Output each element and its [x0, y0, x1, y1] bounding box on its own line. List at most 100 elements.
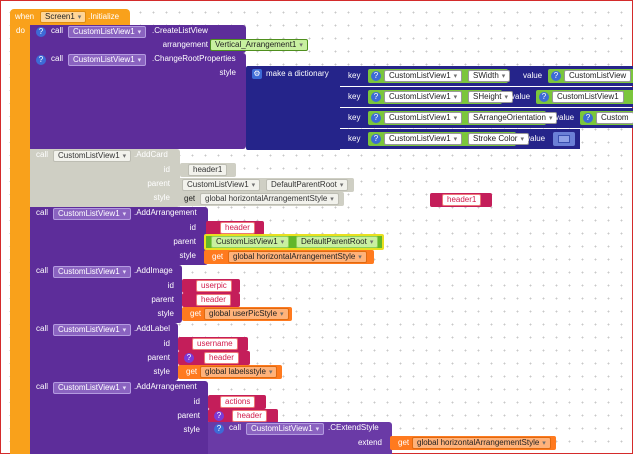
component-dropdown[interactable]: CustomListView1 ▾ — [384, 112, 463, 124]
property-getter-block[interactable]: CustomListView1 ▾ DefaultParentRoot ▾ — [204, 234, 384, 250]
text-block[interactable]: ? header — [208, 409, 278, 423]
text-value-field[interactable]: header — [204, 352, 239, 364]
dictionary-pair[interactable]: key ? CustomListView1 ▾ SArrangeOrientati… — [340, 108, 633, 128]
text-value-field[interactable]: header — [196, 294, 231, 306]
property-dropdown[interactable]: DefaultParentRoot ▾ — [266, 179, 349, 191]
variable-dropdown[interactable]: global horizontalArrangementStyle ▾ — [200, 193, 339, 205]
property-getter-block[interactable]: ? CustomListView — [548, 69, 633, 83]
property-getter-block[interactable]: ? CustomListView1 ▾ Stroke Color ▾ — [368, 132, 529, 146]
component-dropdown[interactable]: CustomListView1 ▾ — [53, 324, 132, 336]
change-root-properties-block[interactable]: ? call CustomListView1 ▾ .ChangeRootPrope… — [30, 53, 246, 149]
property-getter-block[interactable]: ? Custom — [580, 111, 633, 125]
text-value-field[interactable]: header — [232, 410, 267, 422]
help-icon[interactable]: ? — [371, 113, 381, 123]
add-arrangement-block[interactable]: call CustomListView1 ▾ .AddArrangement id… — [30, 381, 208, 454]
get-variable-block[interactable]: get global horizontalArrangementStyle ▾ — [204, 250, 374, 264]
component-dropdown[interactable]: CustomListView1 ▾ — [53, 266, 132, 278]
style-param-label: style — [157, 309, 174, 318]
help-icon[interactable]: ? — [371, 92, 381, 102]
method-label: .CExtendStyle — [328, 423, 379, 432]
text-value-field[interactable]: username — [192, 338, 238, 350]
method-label: .AddArrangement — [134, 208, 197, 217]
get-variable-block[interactable]: get global userPicStyle ▾ — [182, 307, 292, 321]
component-dropdown[interactable]: CustomListView1 ▾ — [384, 70, 463, 82]
add-card-block[interactable]: call CustomListView1 ▾ .AddCard id parent… — [30, 149, 180, 207]
property-getter-block[interactable]: ? CustomListView1 ▾ SWidth ▾ — [368, 69, 511, 83]
component-value: CustomListView1 — [73, 55, 135, 64]
text-block[interactable]: username — [178, 337, 248, 351]
help-icon[interactable]: ? — [36, 55, 46, 65]
help-icon[interactable]: ? — [371, 71, 381, 81]
component-dropdown[interactable]: CustomListView1 ▾ — [246, 423, 325, 435]
add-arrangement-block[interactable]: call CustomListView1 ▾ .AddArrangement id… — [30, 207, 208, 265]
screen-dropdown[interactable]: Screen1 ▾ — [40, 11, 87, 23]
call-label: call — [36, 208, 49, 217]
add-label-block[interactable]: call CustomListView1 ▾ .AddLabel id paren… — [30, 323, 178, 381]
component-dropdown[interactable]: CustomListView — [564, 70, 632, 82]
component-dropdown[interactable]: CustomListView1 ▾ — [53, 208, 132, 220]
property-getter-block[interactable]: CustomListView1 ▾ DefaultParentRoot ▾ — [178, 178, 354, 192]
help-icon[interactable]: ? — [184, 353, 194, 363]
component-dropdown[interactable]: CustomListView1 ▾ — [211, 236, 290, 248]
chevron-down-icon: ▾ — [280, 311, 284, 318]
dictionary-pair[interactable]: key ? CustomListView1 ▾ SHeight ▾ value ? … — [340, 87, 633, 107]
get-label: get — [212, 252, 224, 261]
component-dropdown[interactable]: Custom — [596, 112, 633, 124]
help-icon[interactable]: ? — [214, 424, 224, 434]
help-icon[interactable]: ? — [539, 92, 549, 102]
help-icon[interactable]: ? — [551, 71, 561, 81]
property-getter-block[interactable]: ? CustomListView1 — [536, 90, 633, 104]
help-icon[interactable]: ? — [36, 27, 46, 37]
component-dropdown[interactable]: CustomListView1 — [552, 91, 624, 103]
extend-style-block[interactable]: ? call CustomListView1 ▾ .CExtendStyle ex… — [208, 422, 392, 454]
variable-dropdown[interactable]: global horizontalArrangementStyle ▾ — [228, 251, 367, 263]
get-variable-block[interactable]: get global horizontalArrangementStyle ▾ — [178, 192, 344, 206]
property-getter-block[interactable]: ? CustomListView1 ▾ SHeight ▾ — [368, 90, 513, 104]
property-dropdown[interactable]: SHeight ▾ — [468, 91, 513, 103]
text-block[interactable]: header — [182, 293, 240, 307]
component-dropdown[interactable]: CustomListView1 ▾ — [68, 54, 147, 66]
text-value-field[interactable]: header1 — [442, 194, 482, 206]
event-block[interactable]: when Screen1 ▾ .Initialize — [10, 9, 130, 25]
dictionary-pair[interactable]: key ? CustomListView1 ▾ SWidth ▾ value ? C… — [340, 66, 633, 86]
variable-dropdown[interactable]: global labelsstyle ▾ — [200, 366, 278, 378]
property-getter-block[interactable]: ? CustomListView1 ▾ SArrangeOrientation ▾ — [368, 111, 558, 125]
component-dropdown[interactable]: CustomListView1 ▾ — [53, 382, 132, 394]
text-value-field[interactable]: header — [220, 222, 255, 234]
component-value: CustomListView1 — [389, 92, 451, 101]
help-icon[interactable]: ? — [583, 113, 593, 123]
text-block[interactable]: header — [206, 221, 264, 235]
text-value-field[interactable]: userpic — [196, 280, 232, 292]
text-block[interactable]: ? header — [178, 351, 250, 365]
get-variable-block[interactable]: get global horizontalArrangementStyle ▾ — [390, 436, 556, 450]
text-block[interactable]: actions — [208, 395, 266, 409]
text-block[interactable]: header1 — [180, 163, 236, 177]
component-dropdown[interactable]: CustomListView1 ▾ — [53, 150, 132, 162]
component-dropdown[interactable]: CustomListView1 ▾ — [384, 133, 463, 145]
component-dropdown[interactable]: CustomListView1 ▾ — [384, 91, 463, 103]
color-swatch[interactable] — [558, 135, 570, 143]
gear-icon[interactable]: ⚙ — [252, 69, 262, 79]
arrangement-param-label: arrangement — [162, 40, 208, 49]
chevron-down-icon: ▾ — [453, 94, 458, 101]
property-dropdown[interactable]: DefaultParentRoot ▾ — [296, 236, 379, 248]
property-dropdown[interactable]: SArrangeOrientation ▾ — [468, 112, 558, 124]
arrangement-component-block[interactable]: Vertical_Arrangement1 ▾ — [210, 39, 308, 51]
variable-dropdown[interactable]: global userPicStyle ▾ — [204, 308, 289, 320]
add-image-block[interactable]: call CustomListView1 ▾ .AddImage id paren… — [30, 265, 182, 323]
help-icon[interactable]: ? — [214, 411, 224, 421]
make-dictionary-block[interactable]: ⚙ make a dictionary — [246, 66, 340, 150]
color-block[interactable] — [553, 132, 575, 146]
get-variable-block[interactable]: get global labelsstyle ▾ — [178, 365, 282, 379]
text-block[interactable]: userpic — [182, 279, 240, 293]
property-dropdown[interactable]: SWidth ▾ — [468, 70, 511, 82]
text-value-field[interactable]: header1 — [188, 164, 228, 176]
text-value-field[interactable]: actions — [220, 396, 256, 408]
component-dropdown[interactable]: CustomListView1 ▾ — [182, 179, 261, 191]
variable-dropdown[interactable]: global horizontalArrangementStyle ▾ — [412, 437, 551, 449]
floating-text-block[interactable]: header1 — [430, 193, 492, 207]
help-icon[interactable]: ? — [371, 134, 381, 144]
dictionary-pair[interactable]: key ? CustomListView1 ▾ Stroke Color ▾ val… — [340, 129, 580, 149]
component-dropdown[interactable]: CustomListView1 ▾ — [68, 26, 147, 38]
property-dropdown[interactable]: Stroke Color ▾ — [468, 133, 529, 145]
